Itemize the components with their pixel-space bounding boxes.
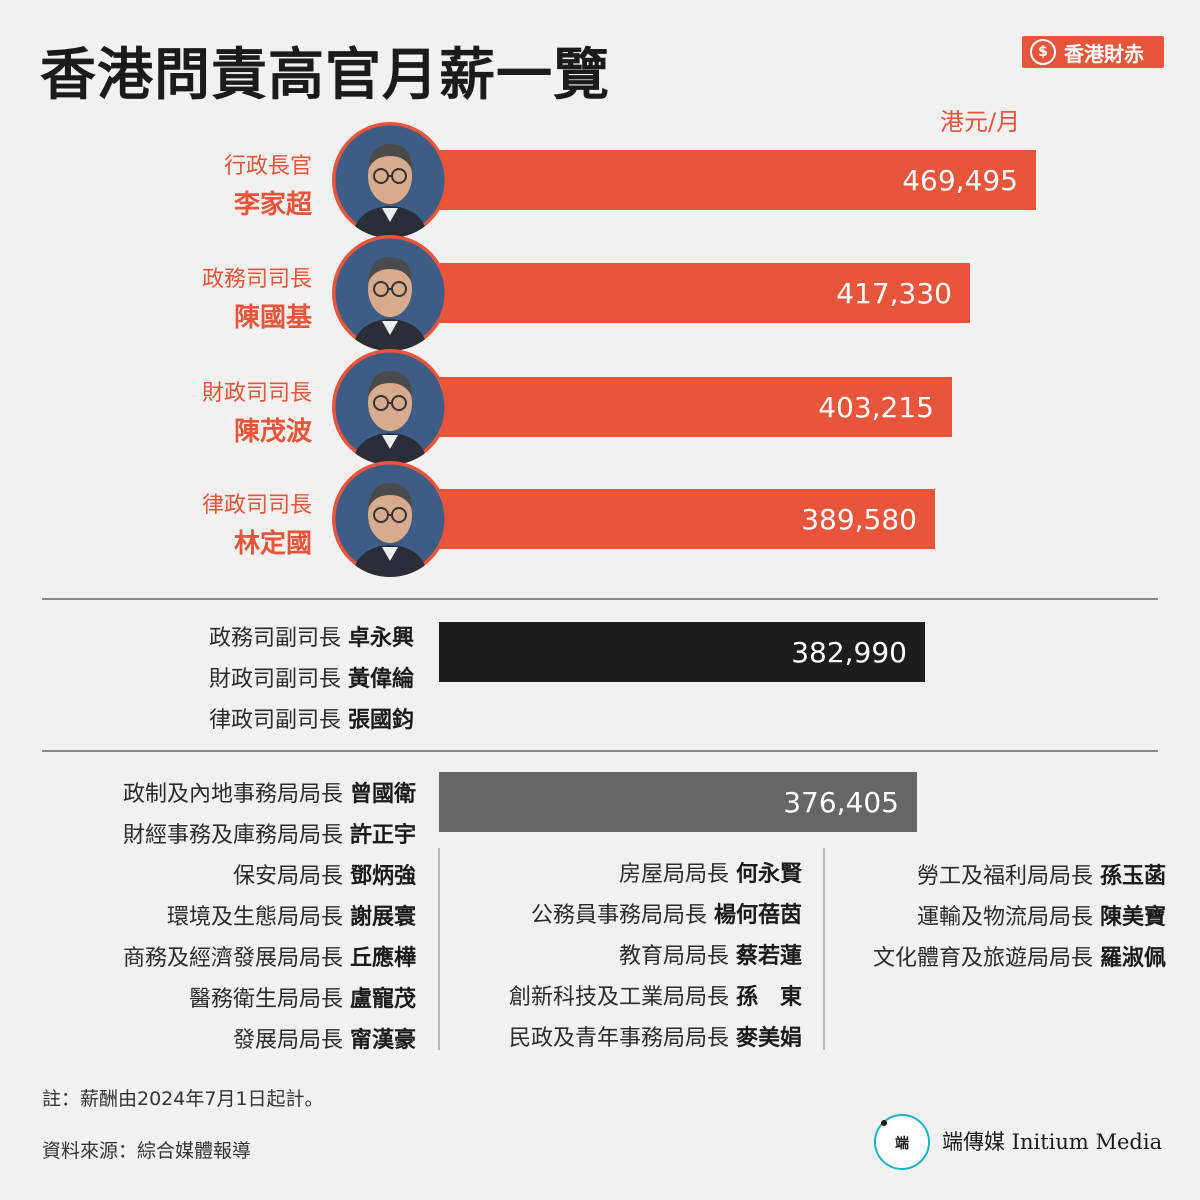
official-portrait-icon	[332, 349, 448, 465]
source-badge: $ 香港財赤	[1022, 36, 1164, 68]
page-title: 香港問責高官月薪一覽	[40, 43, 610, 108]
bar-value-label: 389,580	[801, 503, 917, 536]
salary-bar	[440, 263, 970, 323]
bureau-item: 發展局局長 甯漢豪	[232, 1028, 416, 1053]
deputy-item: 政務司副司長 卓永興	[208, 626, 414, 651]
initium-logo-icon: 端	[874, 1114, 930, 1170]
dollar-coin-icon: $	[1030, 39, 1056, 65]
official-portrait-icon	[332, 235, 448, 351]
bar-value-label: 469,495	[902, 164, 1018, 197]
salary-bar	[440, 150, 1036, 210]
bar-value-label: 382,990	[791, 636, 907, 669]
svg-text:端: 端	[895, 1135, 909, 1152]
bar-value-label: 376,405	[783, 786, 899, 819]
bureau-item: 商務及經濟發展局局長 丘應樺	[122, 946, 416, 971]
section-divider	[42, 750, 1158, 752]
bureau-item: 運輸及物流局局長 陳美寶	[916, 905, 1166, 930]
official-role: 行政長官	[223, 154, 312, 179]
bureau-item: 政制及內地事務局局長 曾國衛	[122, 782, 416, 807]
bureau-item: 教育局局長 蔡若蓮	[618, 944, 802, 969]
salary-bar	[439, 622, 925, 682]
deputy-item: 財政司副司長 黃偉綸	[208, 667, 414, 692]
official-portrait-icon	[332, 122, 448, 238]
official-name: 李家超	[233, 190, 312, 220]
official-role: 財政司司長	[201, 381, 312, 406]
column-divider	[438, 848, 440, 1050]
bureau-item: 創新科技及工業局局長 孫 東	[508, 985, 802, 1010]
bureau-item: 醫務衛生局局長 盧寵茂	[188, 987, 416, 1012]
footnote: 註：薪酬由2024年7月1日起計。	[42, 1088, 324, 1110]
unit-label: 港元/月	[940, 108, 1021, 136]
badge-label: 香港財赤	[1064, 41, 1144, 66]
official-role: 律政司司長	[201, 493, 312, 518]
bureau-item: 公務員事務局局長 楊何蓓茵	[530, 903, 802, 928]
bureau-item: 民政及青年事務局局長 麥美娟	[508, 1026, 802, 1051]
bureau-item: 勞工及福利局局長 孫玉菡	[916, 864, 1166, 889]
official-portrait-icon	[332, 461, 448, 577]
bar-value-label: 403,215	[818, 391, 934, 424]
bureau-item: 環境及生態局局長 謝展寰	[166, 905, 416, 930]
official-name: 陳茂波	[233, 417, 312, 447]
bar-value-label: 417,330	[836, 277, 952, 310]
official-role: 政務司司長	[201, 267, 312, 292]
source-note: 資料來源：綜合媒體報導	[42, 1140, 252, 1162]
salary-bar	[440, 377, 952, 437]
bureau-item: 財經事務及庫務局局長 許正宇	[122, 823, 416, 848]
deputy-item: 律政司副司長 張國鈞	[208, 708, 414, 733]
bureau-item: 保安局局長 鄧炳強	[232, 864, 416, 889]
salary-bar	[439, 772, 917, 832]
brand-name: 端傳媒 Initium Media	[942, 1130, 1163, 1154]
official-name: 陳國基	[233, 303, 312, 333]
official-name: 林定國	[233, 529, 312, 559]
salary-bar	[440, 489, 935, 549]
section-divider	[42, 598, 1158, 600]
column-divider	[823, 848, 825, 1050]
bureau-item: 房屋局局長 何永賢	[618, 862, 802, 887]
bureau-item: 文化體育及旅遊局局長 羅淑佩	[872, 946, 1166, 971]
